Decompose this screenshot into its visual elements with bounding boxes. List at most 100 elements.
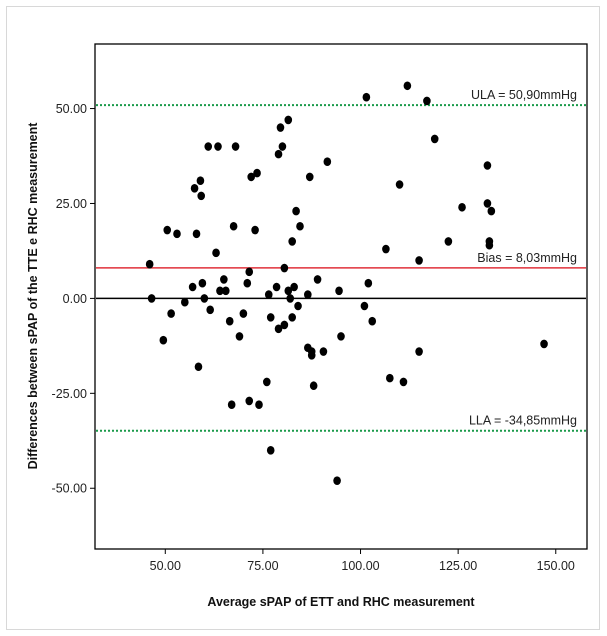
data-point <box>305 172 314 182</box>
y-axis-label: Differences between sPAP of the TTE e RH… <box>26 122 40 470</box>
data-point <box>255 400 263 410</box>
data-point <box>147 294 156 303</box>
data-point <box>190 183 199 193</box>
data-point <box>253 168 261 178</box>
data-point <box>280 320 289 330</box>
data-point <box>163 225 172 235</box>
data-point <box>307 351 316 360</box>
y-tick-label: 25.00 <box>56 197 87 211</box>
data-point <box>200 294 209 303</box>
data-point <box>192 229 201 239</box>
x-axis-ticks: 50.00 75.00 100.00 125.00 150.00 <box>150 549 575 573</box>
data-point <box>364 278 373 288</box>
data-point <box>229 221 238 231</box>
data-point <box>309 381 318 391</box>
y-tick-label: 0.00 <box>63 292 87 306</box>
data-point <box>245 396 254 406</box>
data-point <box>399 377 408 387</box>
data-points <box>145 81 548 485</box>
x-axis-label: Average sPAP of ETT and RHC measurement <box>207 595 475 609</box>
data-point <box>245 267 254 277</box>
data-point <box>167 309 175 318</box>
data-point <box>181 297 189 307</box>
data-point <box>204 142 213 151</box>
data-point <box>222 286 230 296</box>
data-point <box>196 176 205 185</box>
data-point <box>362 92 371 102</box>
x-tick-label: 100.00 <box>341 559 379 573</box>
data-point <box>483 199 492 208</box>
data-point <box>264 290 273 299</box>
data-point <box>323 157 332 167</box>
data-point <box>188 282 197 292</box>
data-point <box>286 294 295 303</box>
data-point <box>487 206 496 216</box>
data-point <box>335 286 343 296</box>
y-tick-label: -50.00 <box>52 482 87 496</box>
data-point <box>288 237 296 246</box>
data-point <box>288 313 296 322</box>
data-point <box>290 282 298 292</box>
data-point <box>239 309 248 318</box>
data-point <box>292 206 300 216</box>
data-point <box>272 282 281 292</box>
data-point <box>415 347 423 356</box>
data-point <box>304 290 312 299</box>
data-point <box>284 115 293 125</box>
data-point <box>194 362 203 372</box>
data-point <box>540 339 548 349</box>
data-point <box>266 445 275 455</box>
data-point <box>485 240 494 250</box>
data-point <box>483 161 492 170</box>
data-point <box>225 316 234 326</box>
data-point <box>274 324 283 334</box>
data-point <box>274 149 283 159</box>
data-point <box>403 81 412 91</box>
data-point <box>423 96 431 106</box>
data-point <box>382 244 390 254</box>
data-point <box>333 476 341 485</box>
data-point <box>360 301 369 311</box>
data-point <box>216 286 224 296</box>
data-point <box>278 142 287 151</box>
data-point <box>415 256 423 265</box>
data-point <box>368 316 377 326</box>
data-point <box>247 172 255 182</box>
x-tick-label: 150.00 <box>537 559 575 573</box>
data-point <box>212 248 220 258</box>
plot-area <box>94 43 588 550</box>
data-point <box>280 263 289 273</box>
data-point <box>206 305 214 315</box>
data-point <box>173 229 181 239</box>
data-point <box>296 221 304 231</box>
data-point <box>284 286 293 296</box>
data-point <box>198 278 207 288</box>
lla-label: LLA = -34,85mmHg <box>469 414 577 428</box>
data-point <box>319 347 328 356</box>
data-point <box>337 332 345 341</box>
data-point <box>235 332 244 341</box>
data-point <box>231 142 240 151</box>
data-point <box>276 123 285 132</box>
data-point <box>251 225 259 235</box>
x-tick-label: 75.00 <box>247 559 278 573</box>
y-tick-label: -25.00 <box>52 387 87 401</box>
data-point <box>159 335 168 345</box>
ula-label: ULA = 50,90mmHg <box>471 88 577 102</box>
data-point <box>313 275 322 284</box>
y-axis-ticks: 50.00 25.00 0.00 -25.00 -50.00 <box>52 102 95 496</box>
data-point <box>145 259 154 269</box>
data-point <box>386 373 394 383</box>
x-tick-label: 50.00 <box>150 559 181 573</box>
reference-lines: ULA = 50,90mmHg Bias = 8,03mmHg LLA = -34,… <box>96 88 586 432</box>
bias-label: Bias = 8,03mmHg <box>477 251 577 265</box>
data-point <box>458 202 466 212</box>
data-point <box>263 377 271 387</box>
data-point <box>220 275 228 284</box>
data-point <box>430 134 439 144</box>
x-tick-label: 125.00 <box>439 559 477 573</box>
data-point <box>395 180 404 189</box>
data-point <box>444 237 453 246</box>
